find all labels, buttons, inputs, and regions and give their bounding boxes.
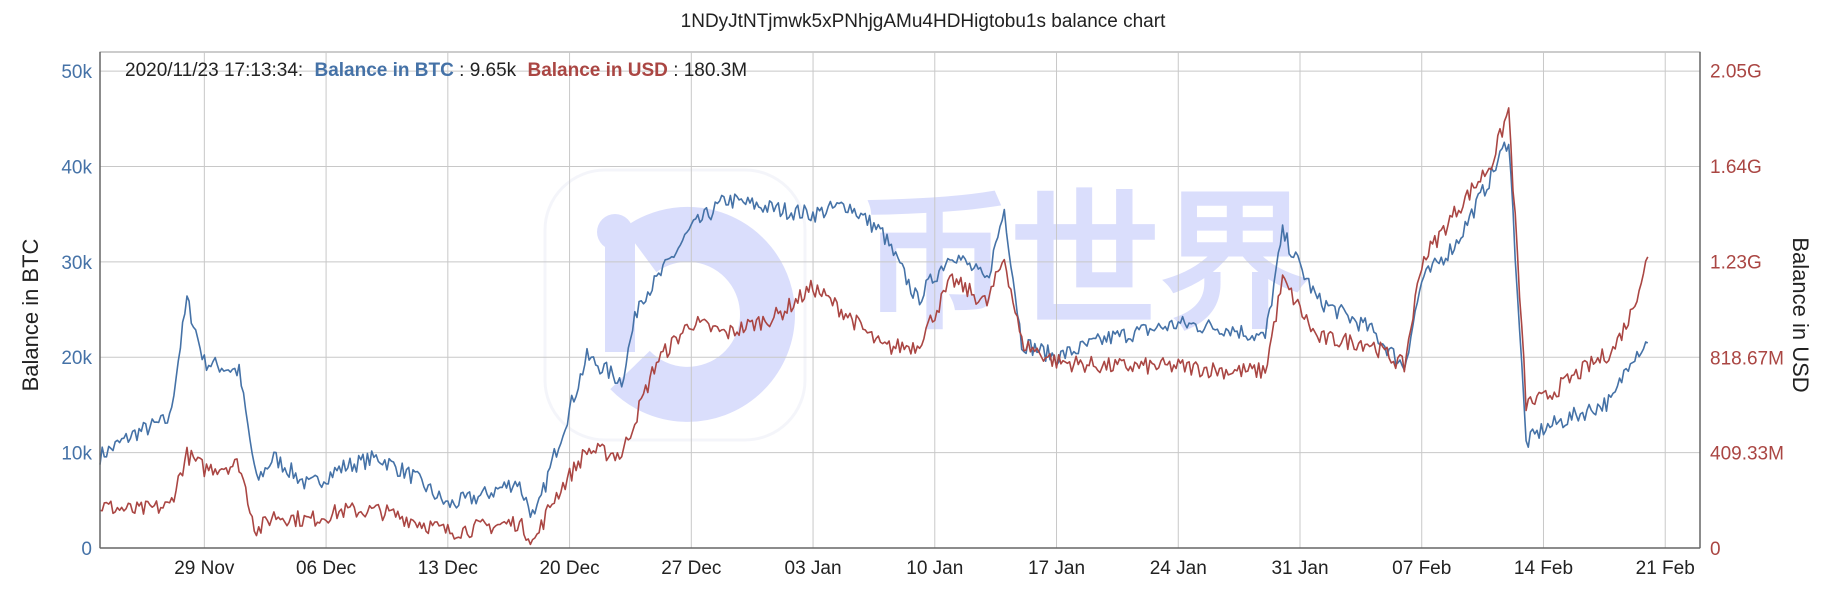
y-tick-label-right: 409.33M xyxy=(1710,444,1784,465)
x-tick-label: 24 Jan xyxy=(1150,558,1207,579)
y-tick-label-left: 10k xyxy=(61,444,92,465)
y-tick-label-left: 0 xyxy=(81,539,92,560)
y-axis-label-right: Balance in USD xyxy=(1788,237,1813,392)
y-tick-label-right: 2.05G xyxy=(1710,62,1762,83)
watermark-dot xyxy=(597,214,633,250)
x-tick-label: 20 Dec xyxy=(539,558,599,579)
x-tick-label: 21 Feb xyxy=(1636,558,1695,579)
watermark-frame xyxy=(543,168,807,442)
y-tick-label-left: 40k xyxy=(61,157,92,178)
x-tick-label: 10 Jan xyxy=(906,558,963,579)
tooltip-usd-value: : 180.3M xyxy=(673,60,747,81)
x-tick-label: 14 Feb xyxy=(1514,558,1573,579)
chart-title: 1NDyJtNTjmwk5xPNhjgAMu4HDHigtobu1s balan… xyxy=(681,11,1166,32)
y-tick-label-left: 20k xyxy=(61,348,92,369)
x-tick-label: 07 Feb xyxy=(1392,558,1451,579)
y-tick-label-right: 1.64G xyxy=(1710,157,1762,178)
x-tick-label: 31 Jan xyxy=(1271,558,1328,579)
watermark-stem xyxy=(605,232,635,352)
y-tick-label-left: 50k xyxy=(61,62,92,83)
x-tick-label: 29 Nov xyxy=(174,558,235,579)
tooltip-timestamp: 2020/11/23 17:13:34: xyxy=(125,60,303,81)
watermark-bowl xyxy=(610,206,795,422)
y-tick-label-right: 1.23G xyxy=(1710,253,1762,274)
watermark-logo: 币世界 xyxy=(543,168,1310,442)
axes: 29 Nov 06 Dec 13 Dec 20 Dec 27 Dec 03 Jan 10 J… xyxy=(61,52,1784,579)
series-line-usd xyxy=(99,107,1649,546)
tooltip-btc-label: Balance in BTC xyxy=(314,60,454,81)
y-tick-label-left: 30k xyxy=(61,253,92,274)
series xyxy=(99,107,1649,546)
x-tick-label: 13 Dec xyxy=(418,558,478,579)
x-tick-label: 17 Jan xyxy=(1028,558,1085,579)
x-tick-label: 27 Dec xyxy=(661,558,721,579)
tooltip-line: 2020/11/23 17:13:34: Balance in BTC : 9.… xyxy=(125,60,747,81)
tooltip-btc-value: : 9.65k xyxy=(459,60,517,81)
x-tick-label: 03 Jan xyxy=(785,558,842,579)
y-tick-label-right: 818.67M xyxy=(1710,348,1784,369)
tooltip-usd-label: Balance in USD xyxy=(527,60,667,81)
x-tick-label: 06 Dec xyxy=(296,558,356,579)
y-axis-label-left: Balance in BTC xyxy=(18,238,43,391)
series-line-btc xyxy=(99,141,1649,518)
y-tick-label-right: 0 xyxy=(1710,539,1721,560)
